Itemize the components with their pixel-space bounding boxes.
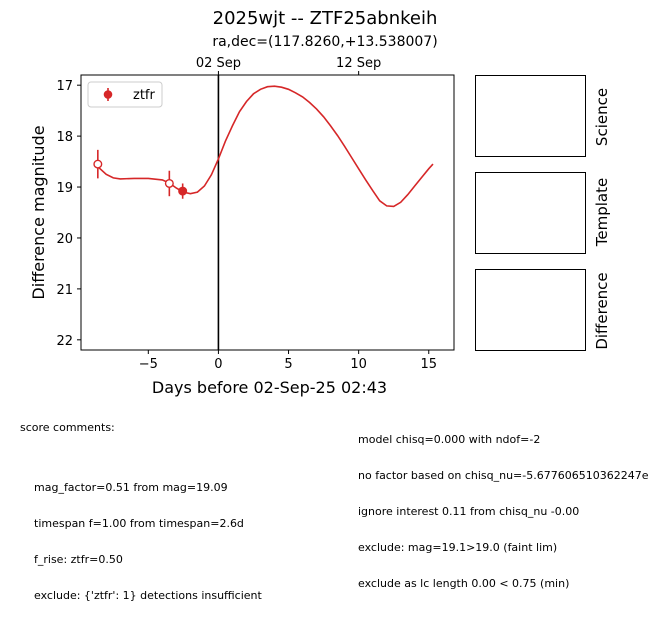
y-tick-label: 17 [56, 79, 73, 94]
coordinates-text: ra,dec=(117.8260,+13.538007) [212, 34, 438, 50]
comment-line: exclude as lc length 0.00 < 0.75 (min) [358, 577, 570, 590]
x-tick-label: 5 [284, 357, 292, 372]
science-label: Science [593, 87, 611, 147]
data-point [178, 186, 188, 196]
lightcurve-plot: −5 0 5 10 15 17 18 19 20 21 22 02 Sep 12 Sep Days bef… [29, 56, 455, 397]
chart-title: 2025wjt -- ZTF25abnkeih [212, 8, 438, 29]
comment-line: model chisq=0.000 with ndof=-2 [358, 433, 541, 446]
top-tick-label: 12 Sep [336, 56, 381, 71]
comment-line: f_rise: ztfr=0.50 [34, 553, 123, 566]
comment-line: exclude: mag=19.1>19.0 (faint lim) [358, 541, 558, 554]
y-tick-label: 22 [56, 334, 73, 349]
template-label: Template [593, 177, 611, 247]
comment-line: ignore interest 0.11 from chisq_nu -0.00 [358, 505, 580, 518]
comment-line: timespan f=1.00 from timespan=2.6d [34, 517, 244, 530]
score-comments-left: score comments: mag_factor=0.51 from mag… [20, 398, 262, 638]
data-point [164, 178, 174, 188]
x-tick-label: 10 [350, 357, 367, 372]
y-tick-label: 20 [56, 232, 73, 247]
comment-line: no factor based on chisq_nu=-5.677606510… [358, 469, 649, 482]
science-panel [475, 75, 586, 157]
x-axis-label: Days before 02-Sep-25 02:43 [152, 378, 387, 397]
legend-label: ztfr [133, 88, 155, 103]
top-tick-label: 02 Sep [196, 56, 241, 71]
y-axis-label: Difference magnitude [29, 125, 48, 299]
difference-label: Difference [593, 272, 611, 350]
score-comments-header: score comments: [20, 421, 115, 434]
difference-panel [475, 269, 586, 351]
data-point [93, 159, 103, 169]
comment-line: mag_factor=0.51 from mag=19.09 [34, 481, 228, 494]
y-tick-label: 18 [56, 130, 73, 145]
comment-line: exclude: {'ztfr': 1} detections insuffic… [34, 589, 262, 602]
x-tick-label: 0 [214, 357, 222, 372]
template-panel [475, 172, 586, 254]
x-tick-label: 15 [420, 357, 437, 372]
score-comments-right: model chisq=0.000 with ndof=-2 no factor… [358, 410, 650, 602]
y-tick-label: 19 [56, 181, 73, 196]
plot-frame [80, 74, 455, 351]
y-tick-label: 21 [56, 283, 73, 298]
legend-box [87, 81, 163, 108]
legend-marker [103, 90, 113, 99]
x-tick-label: −5 [139, 357, 158, 372]
chart-subtitle: ra,dec=(117.8260,+13.538007) [0, 34, 650, 50]
